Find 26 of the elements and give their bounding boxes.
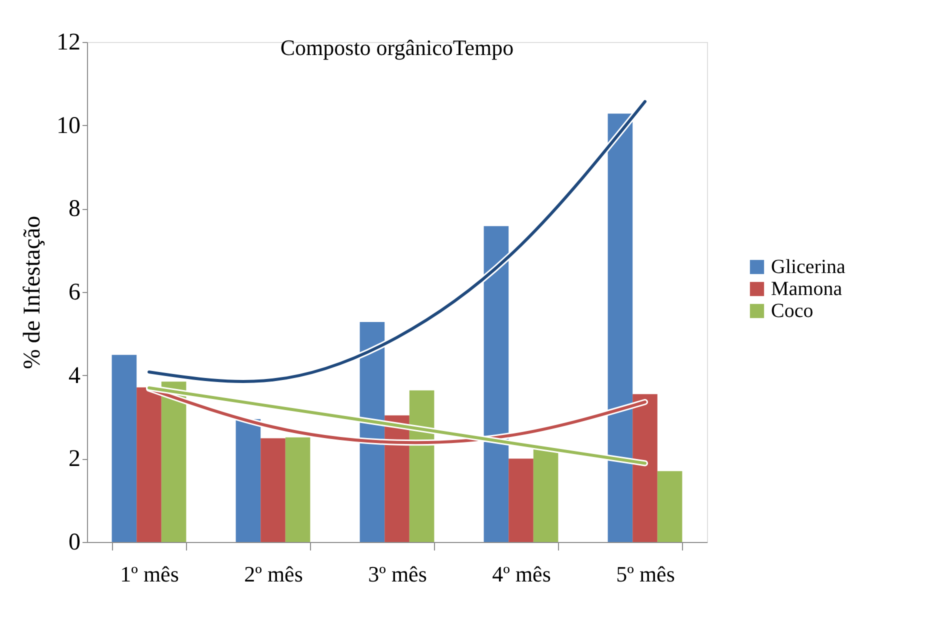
bar [260, 438, 286, 542]
bar [508, 458, 534, 542]
legend-label: Coco [771, 300, 814, 322]
y-tick-label: 12 [56, 30, 80, 56]
x-tick-label: 3º mês [368, 562, 427, 586]
bar [657, 471, 682, 542]
chart-title: Composto orgânicoTempo [280, 35, 514, 60]
x-tick-label: 2º mês [244, 562, 303, 586]
bar [484, 226, 509, 542]
y-tick-label: 6 [68, 280, 80, 306]
y-axis-title: % de Infestação [20, 216, 46, 370]
bar [236, 419, 261, 542]
bar [112, 354, 137, 542]
bar [285, 437, 310, 542]
y-tick-label: 8 [68, 196, 80, 222]
x-tick-label: 1º mês [120, 562, 179, 586]
bar [608, 114, 633, 542]
legend-label: Glicerina [771, 256, 846, 278]
x-tick-label: 5º mês [616, 562, 675, 586]
y-tick-label: 4 [68, 362, 80, 389]
y-tick-label: 10 [56, 112, 80, 139]
bar [360, 322, 385, 542]
x-tick-label: 4º mês [492, 562, 551, 586]
legend-label: Mamona [771, 278, 842, 300]
y-tick-label: 2 [68, 446, 80, 472]
y-tick-label: 0 [68, 530, 80, 556]
